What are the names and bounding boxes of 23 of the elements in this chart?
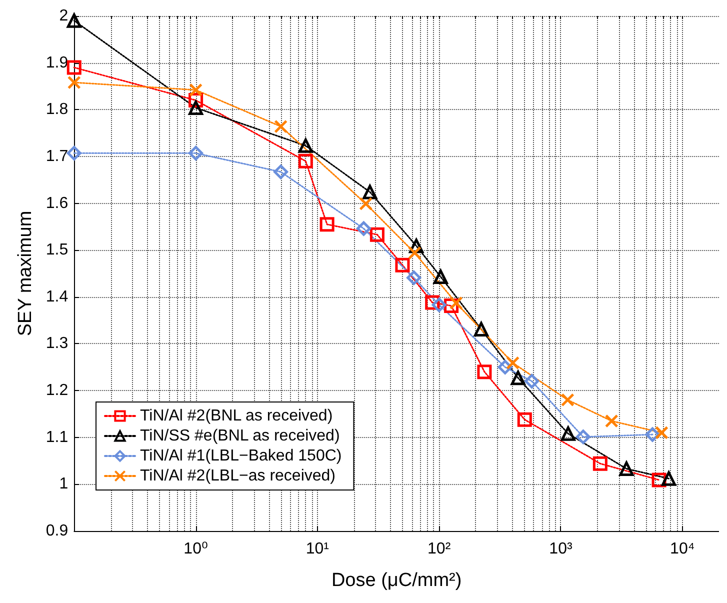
x-tick-label: 10² <box>428 540 452 558</box>
x-tick-label: 10¹ <box>306 540 329 558</box>
x-tick-label: 10⁴ <box>670 540 695 558</box>
y-tick-label: 2 <box>59 8 68 24</box>
x-axis-title: Dose (μC/mm²) <box>331 570 462 591</box>
y-tick-label: 1 <box>59 476 68 493</box>
y-tick-label: 1.8 <box>46 101 68 118</box>
x-tick-label: 10⁰ <box>184 540 208 558</box>
y-tick-label: 1.1 <box>46 428 68 446</box>
legend-label: TiN/Al #2(BNL as received) <box>140 408 333 424</box>
y-tick-label: 0.9 <box>46 522 68 540</box>
y-tick-label: 1.7 <box>46 148 68 165</box>
y-tick-label: 1.6 <box>46 194 68 212</box>
y-axis-title: SEY maximum <box>15 210 36 336</box>
y-tick-label: 1.9 <box>46 54 68 72</box>
legend-label: TiN/Al #2(LBL−as received) <box>140 468 336 484</box>
y-tick-label: 1.4 <box>46 288 68 306</box>
legend-label: TiN/Al #1(LBL−Baked 150C) <box>140 448 342 464</box>
y-tick-label: 1.5 <box>46 242 68 259</box>
x-tick-label: 10³ <box>549 540 573 558</box>
legend-label: TiN/SS #e(BNL as received) <box>140 428 340 444</box>
y-tick-label: 1.3 <box>46 335 68 352</box>
y-tick-label: 1.2 <box>46 382 68 400</box>
